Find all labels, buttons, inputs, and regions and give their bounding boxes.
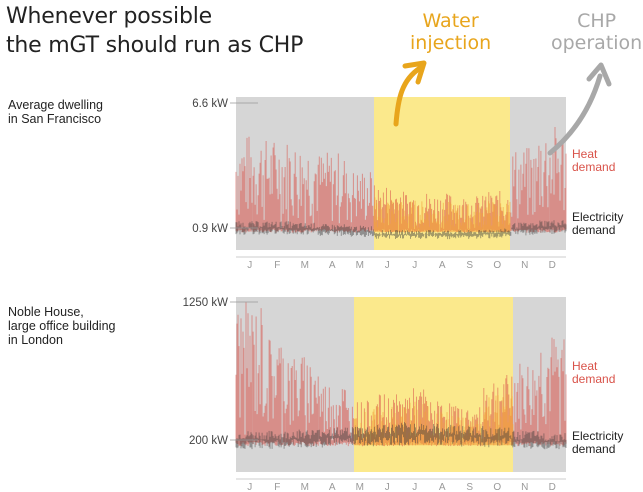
title-line-2: the mGT should run as CHP bbox=[6, 33, 304, 58]
month-label-london-1: F bbox=[274, 482, 280, 492]
building-london-line-2: large office building bbox=[8, 319, 116, 333]
month-label-london-11: D bbox=[549, 482, 556, 492]
building-sf-line-1: Average dwelling bbox=[8, 98, 103, 112]
building-label-sf: Average dwelling in San Francisco bbox=[8, 98, 103, 126]
electricity-legend-line-1-london: Electricity bbox=[572, 429, 623, 443]
month-label-london-5: J bbox=[385, 482, 390, 492]
heat-legend-line-2-sf: demand bbox=[572, 160, 615, 174]
month-label-london-8: S bbox=[466, 482, 473, 492]
month-label-sf-9: O bbox=[493, 260, 501, 271]
heat-legend-line-2-london: demand bbox=[572, 372, 615, 386]
electricity-legend-line-2-sf: demand bbox=[572, 223, 615, 237]
month-label-sf-11: D bbox=[549, 260, 556, 271]
month-label-sf-0: J bbox=[247, 260, 252, 271]
month-label-sf-8: S bbox=[466, 260, 473, 271]
chp-annotation-line-1: CHP bbox=[577, 10, 617, 32]
electricity-demand-line-london bbox=[235, 422, 567, 450]
electricity-legend-line-1-sf: Electricity bbox=[572, 210, 623, 224]
month-label-sf-7: A bbox=[439, 260, 446, 271]
water-injection-trace-sf bbox=[373, 197, 511, 232]
heat-legend-line-1-sf: Heat bbox=[572, 147, 598, 161]
month-label-sf-5: J bbox=[385, 260, 390, 271]
y-tick-label-low-london: 200 kW bbox=[189, 435, 228, 447]
month-label-london-4: M bbox=[356, 482, 364, 492]
chp-arrow-shaft bbox=[547, 73, 603, 156]
month-label-sf-1: F bbox=[274, 260, 280, 271]
month-label-london-2: M bbox=[301, 482, 309, 492]
water-arrow-shaft bbox=[393, 65, 423, 127]
month-label-sf-10: N bbox=[521, 260, 528, 271]
y-tick-label-low-sf: 0.9 kW bbox=[192, 223, 228, 235]
building-london-line-3: in London bbox=[8, 333, 63, 347]
month-label-sf-3: A bbox=[329, 260, 336, 271]
month-label-london-0: J bbox=[247, 482, 252, 492]
water-injection-trace-london bbox=[353, 394, 514, 446]
month-label-london-9: O bbox=[493, 482, 501, 492]
water-annotation-line-2: injection bbox=[410, 32, 492, 54]
month-label-sf-4: M bbox=[356, 260, 364, 271]
y-tick-label-top-london: 1250 kW bbox=[183, 297, 229, 309]
building-label-london: Noble House, large office building in Lo… bbox=[8, 305, 115, 347]
month-label-london-6: J bbox=[412, 482, 417, 492]
month-label-london-3: A bbox=[329, 482, 336, 492]
building-sf-line-2: in San Francisco bbox=[8, 112, 102, 126]
y-tick-label-top-sf: 6.6 kW bbox=[192, 98, 228, 110]
chp-operation-annotation: CHP operation bbox=[551, 10, 642, 54]
title-line-1: Whenever possible bbox=[6, 4, 212, 29]
month-label-sf-2: M bbox=[301, 260, 309, 271]
water-arrow-head bbox=[402, 60, 427, 85]
building-london-line-1: Noble House, bbox=[8, 305, 84, 319]
month-label-london-7: A bbox=[439, 482, 446, 492]
heat-legend-line-1-london: Heat bbox=[572, 359, 598, 373]
month-label-london-10: N bbox=[521, 482, 528, 492]
chp-annotation-line-2: operation bbox=[551, 32, 643, 54]
page-title: Whenever possible the mGT should run as … bbox=[6, 2, 303, 60]
month-label-sf-6: J bbox=[412, 260, 417, 271]
water-injection-annotation: Water injection bbox=[410, 10, 491, 54]
electricity-legend-line-2-london: demand bbox=[572, 442, 615, 456]
water-annotation-line-1: Water bbox=[422, 10, 479, 32]
chp-arrow-head bbox=[586, 62, 612, 87]
